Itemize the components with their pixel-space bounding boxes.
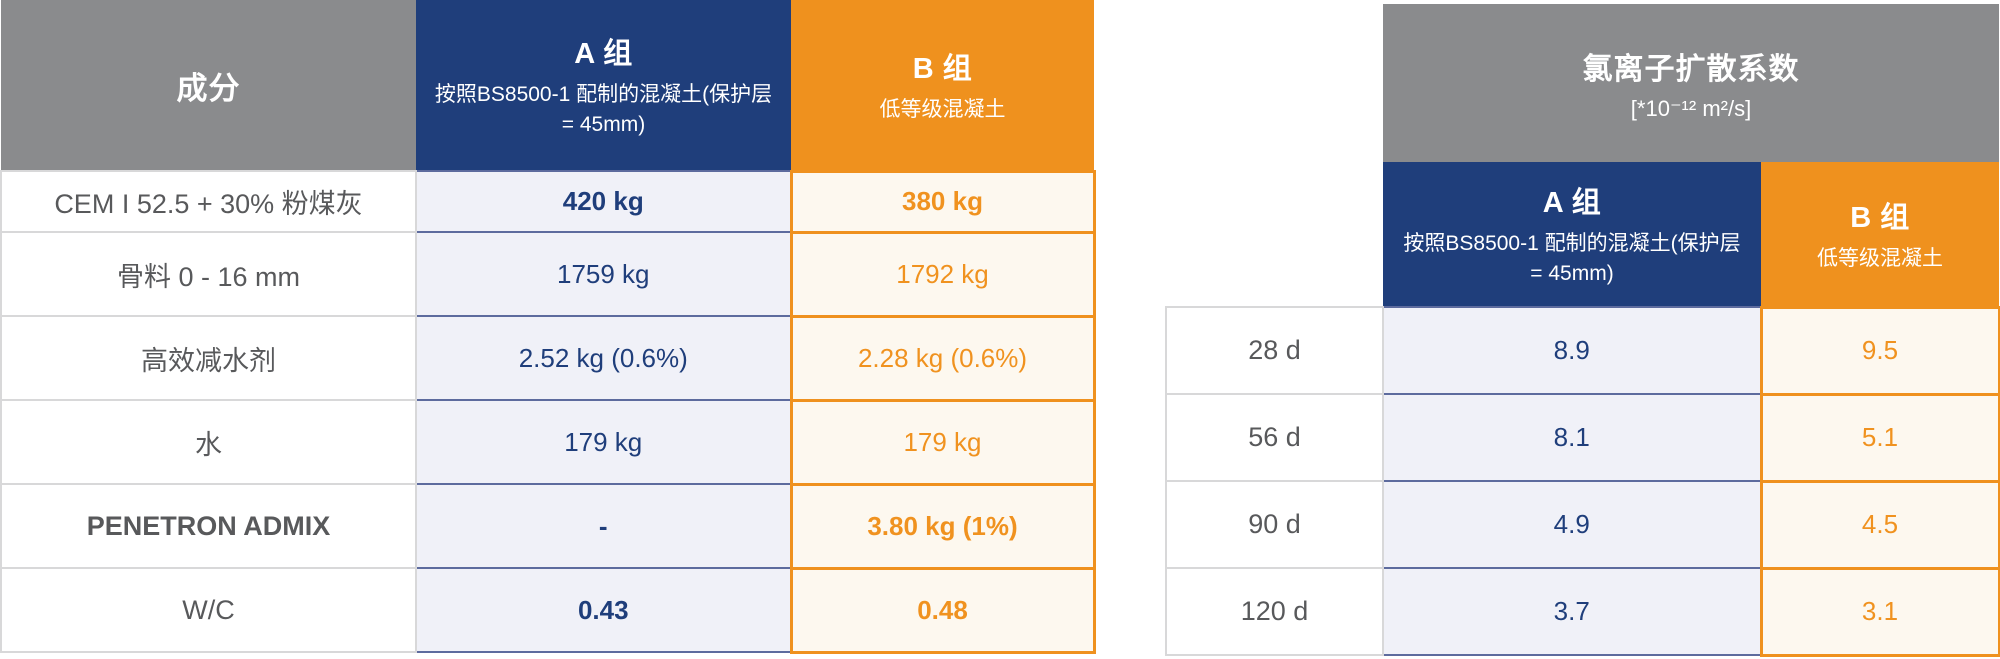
mix-design-table: 成分 A 组 按照BS8500-1 配制的混凝土(保护层 = 45mm) B 组… [0,0,1096,654]
row-label: 水 [0,399,417,485]
value-group-b: 5.1 [1759,392,2000,483]
row-label: 高效减水剂 [0,315,417,401]
row-label: W/C [0,567,417,653]
row-label: 骨料 0 - 16 mm [0,231,417,317]
value-group-b: 1792 kg [789,230,1096,318]
row-label: 120 d [1165,567,1384,656]
value-group-b: 179 kg [789,398,1096,486]
group-b-title: B 组 [912,52,973,85]
value-group-a: 0.43 [415,567,792,653]
row-label: CEM I 52.5 + 30% 粉煤灰 [0,170,417,233]
value-group-b: 380 kg [789,169,1096,234]
group-b-subtitle: 低等级混凝土 [1817,246,1943,270]
value-group-a: 1759 kg [415,231,792,317]
table-row: 120 d 3.7 3.1 [1165,566,2000,657]
value-group-a: 179 kg [415,399,792,485]
value-group-b: 3.80 kg (1%) [789,482,1096,570]
group-a-header-cell: A 组 按照BS8500-1 配制的混凝土(保护层 = 45mm) [1383,162,1761,307]
group-b-header-cell: B 组 低等级混凝土 [791,0,1094,171]
diffusion-units: [*10⁻¹² m²/s] [1630,96,1752,121]
row-label: 90 d [1165,480,1384,569]
group-a-header-cell: A 组 按照BS8500-1 配制的混凝土(保护层 = 45mm) [416,0,791,171]
group-a-title: A 组 [1542,186,1602,219]
diffusion-group-row: A 组 按照BS8500-1 配制的混凝土(保护层 = 45mm) B 组 低等… [1166,162,1999,307]
value-group-a: 3.7 [1382,567,1762,656]
row-label: 56 d [1165,393,1384,482]
group-a-title: A 组 [574,37,633,70]
value-group-a: 4.9 [1382,480,1762,569]
empty-corner-cell [1166,4,1383,162]
table-row: PENETRON ADMIX -3.80 kg (1%) [0,482,1096,570]
chloride-diffusion-table: 氯离子扩散系数 [*10⁻¹² m²/s] A 组 按照BS8500-1 配制的… [1165,4,2000,657]
table-row: 骨料 0 - 16 mm 1759 kg 1792 kg [0,230,1096,318]
table-row: 90 d 4.9 4.5 [1165,479,2000,570]
components-label: 成分 [176,70,241,106]
empty-corner-cell [1166,162,1383,307]
value-group-b: 3.1 [1759,566,2000,657]
value-group-b: 4.5 [1759,479,2000,570]
table-row: CEM I 52.5 + 30% 粉煤灰 420 kg 380 kg [0,169,1096,234]
mix-design-header-row: 成分 A 组 按照BS8500-1 配制的混凝土(保护层 = 45mm) B 组… [1,0,1094,171]
value-group-a: 8.9 [1382,306,1762,395]
table-row: 高效减水剂 2.52 kg (0.6%) 2.28 kg (0.6%) [0,314,1096,402]
group-b-header-cell: B 组 低等级混凝土 [1761,162,1999,307]
components-header-cell: 成分 [1,0,416,171]
diffusion-title-cell: 氯离子扩散系数 [*10⁻¹² m²/s] [1383,4,1999,162]
table-row: W/C 0.43 0.48 [0,566,1096,654]
table-row: 56 d 8.1 5.1 [1165,392,2000,483]
table-row: 28 d 8.9 9.5 [1165,305,2000,396]
diffusion-title-row: 氯离子扩散系数 [*10⁻¹² m²/s] [1166,4,1999,162]
value-group-b: 2.28 kg (0.6%) [789,314,1096,402]
value-group-b: 0.48 [789,566,1096,654]
value-group-b: 9.5 [1759,305,2000,396]
group-a-subtitle: 按照BS8500-1 配制的混凝土(保护层 = 45mm) [434,82,773,136]
table-row: 水 179 kg 179 kg [0,398,1096,486]
row-label: PENETRON ADMIX [0,483,417,569]
value-group-a: 420 kg [415,170,792,233]
diffusion-title: 氯离子扩散系数 [1582,53,1800,86]
value-group-a: 2.52 kg (0.6%) [415,315,792,401]
value-group-a: - [415,483,792,569]
group-a-subtitle: 按照BS8500-1 配制的混凝土(保护层 = 45mm) [1403,231,1741,285]
group-b-title: B 组 [1850,201,1910,234]
value-group-a: 8.1 [1382,393,1762,482]
row-label: 28 d [1165,306,1384,395]
group-b-subtitle: 低等级混凝土 [879,97,1006,121]
